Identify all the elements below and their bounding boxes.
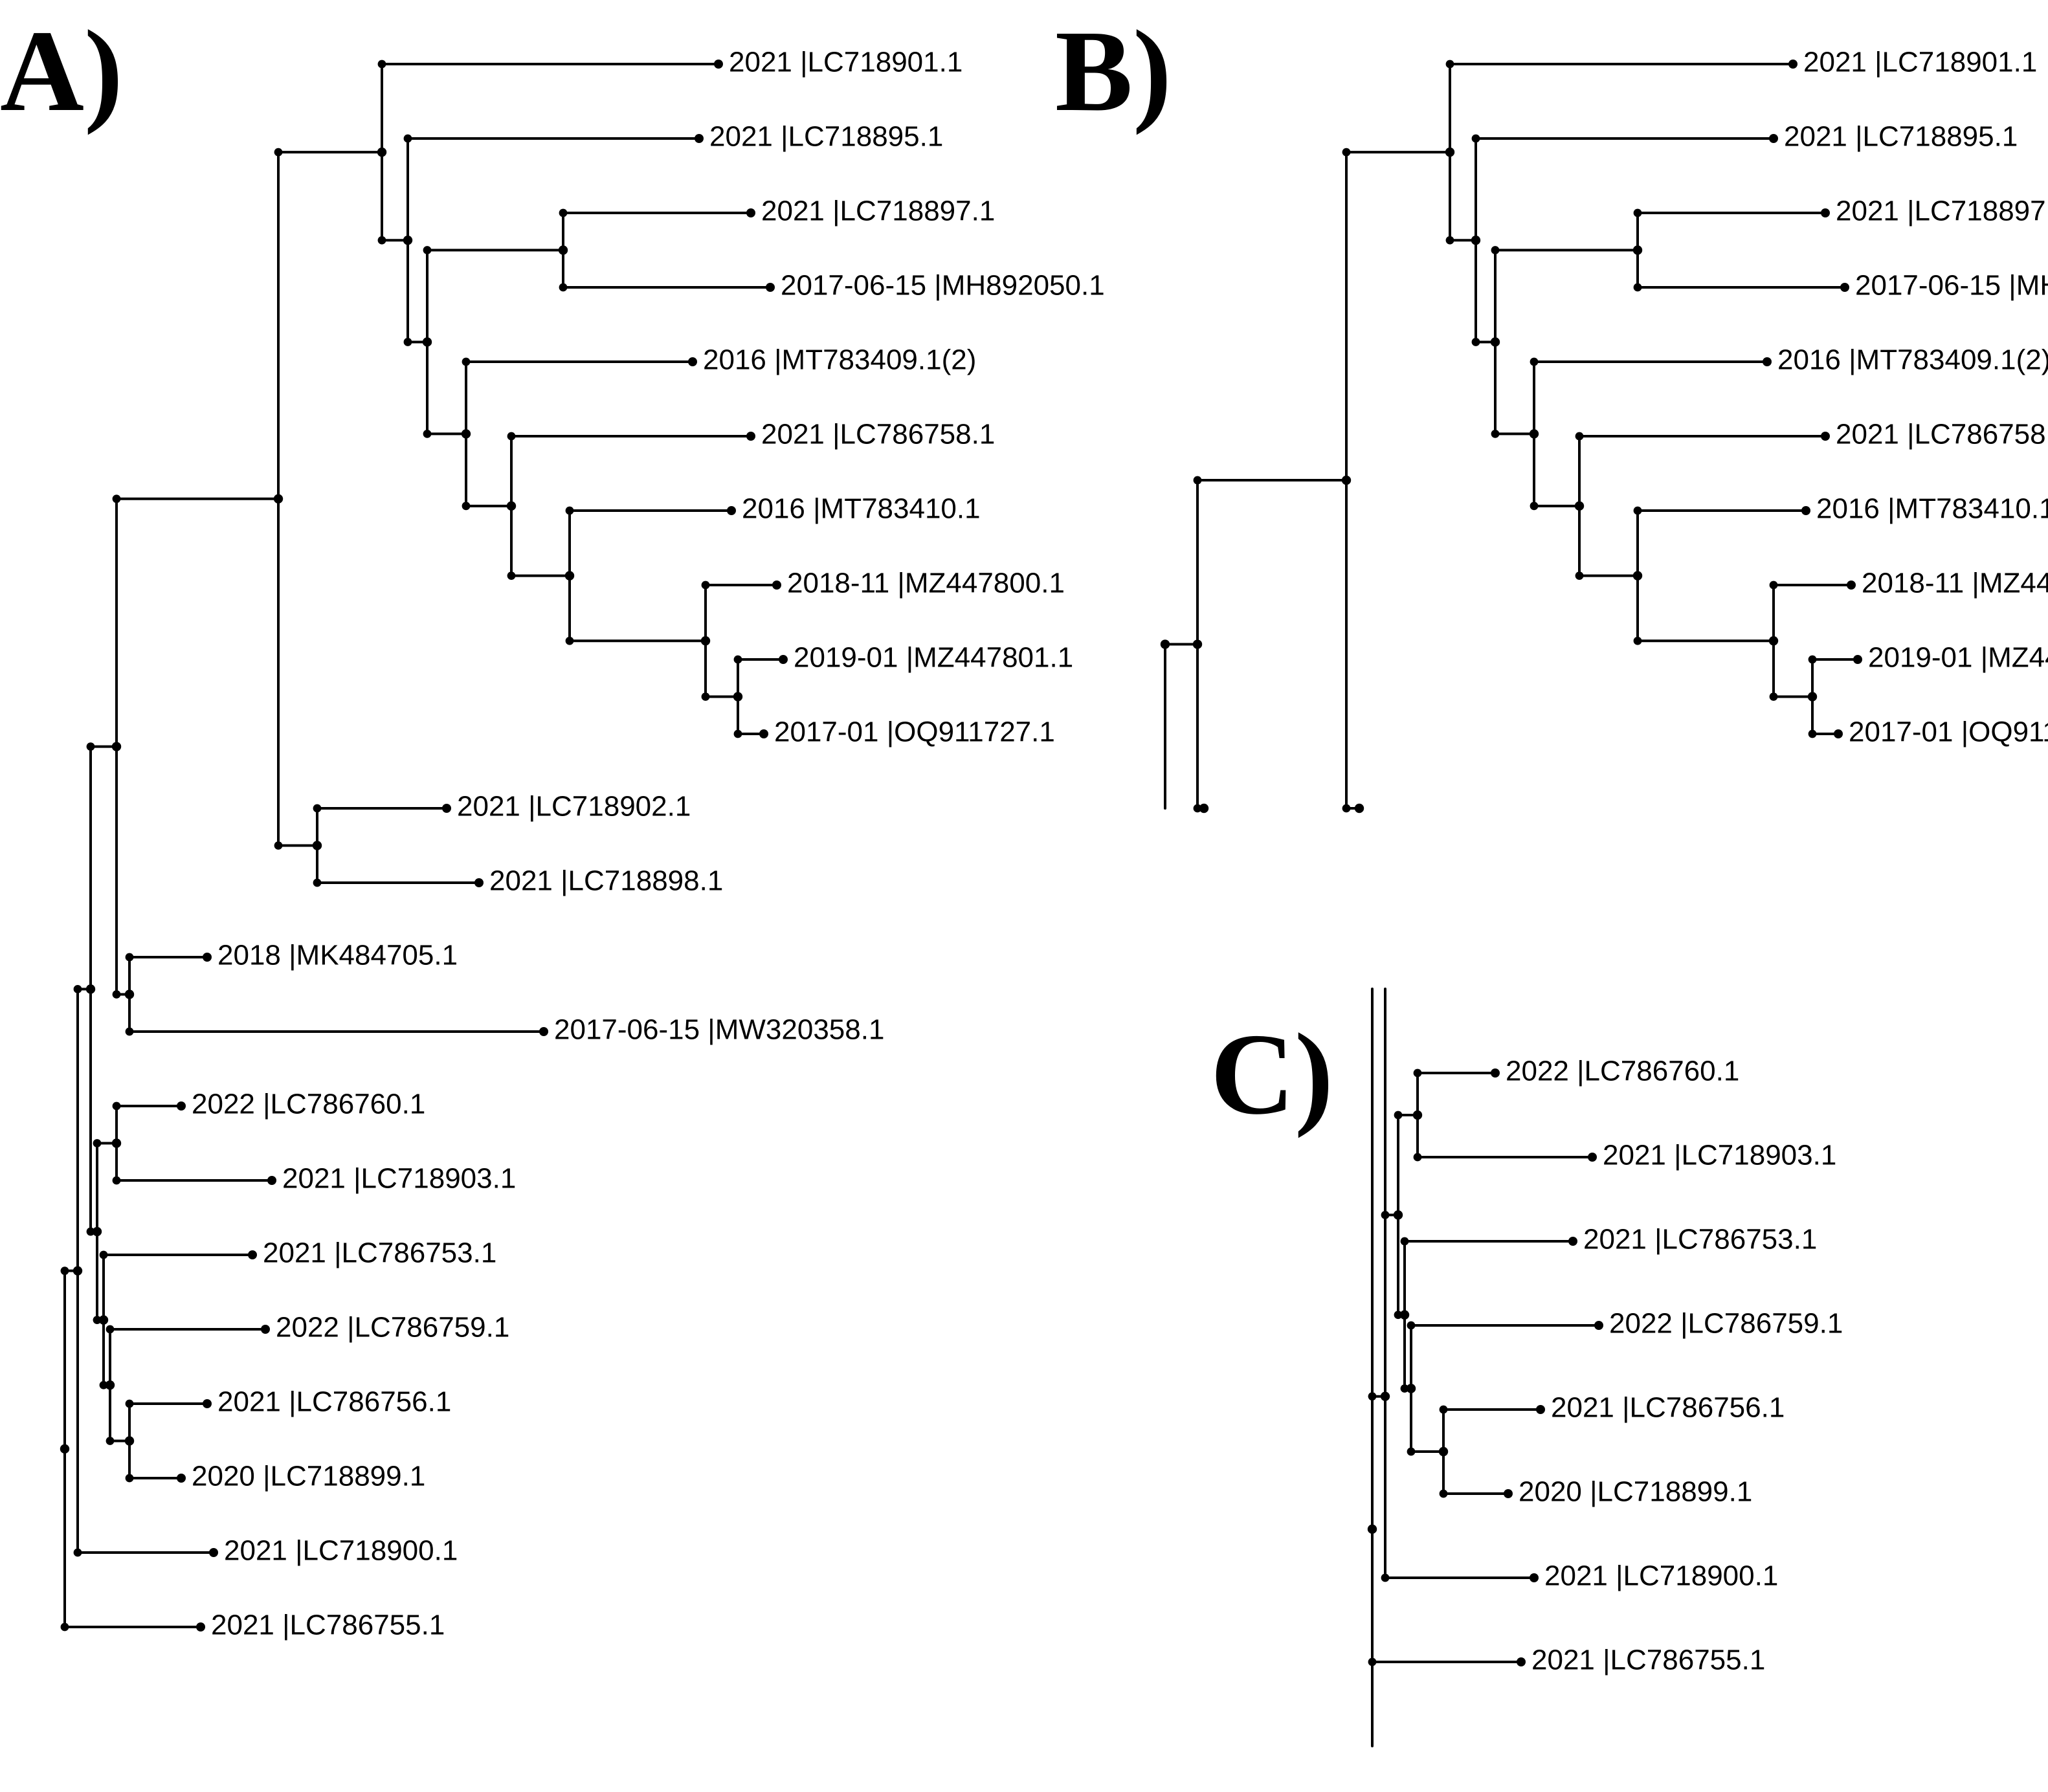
panel-label-C: C) — [1210, 1010, 1333, 1138]
tip-label: 2021 |LC786753.1 — [263, 1237, 496, 1269]
tip-label: 2019-01 |MZ447801.1 — [1868, 642, 2048, 674]
tip-label: 2021 |LC718898.1 — [489, 865, 723, 897]
tip-label: 2022 |LC786760.1 — [1506, 1056, 1739, 1087]
tip-label: 2021 |LC786756.1 — [217, 1386, 451, 1418]
tip-label: 2021 |LC718903.1 — [1603, 1140, 1836, 1171]
tip-label: 2016 |MT783410.1 — [742, 493, 981, 525]
tip-label: 2016 |MT783410.1 — [1816, 493, 2048, 525]
tip-label: 2021 |LC786758.1 — [1836, 419, 2048, 450]
figure-svg: A) 2021 |LC718901.1 2021 |LC718895.1 2021 |… — [0, 0, 2048, 1792]
tip-label: 2016 |MT783409.1(2) — [703, 344, 976, 376]
tip-label: 2021 |LC718895.1 — [709, 121, 943, 153]
tip-label: 2021 |LC718897.1 — [1836, 195, 2048, 227]
tip-label: 2018-11 |MZ447800.1 — [787, 568, 1065, 599]
panel-C: C) 2022 |LC786760.1 2021 |LC718903.1 2021 |… — [1210, 989, 1843, 1746]
panel-label-B: B) — [1055, 6, 1172, 135]
tip-label: 2017-01 |OQ911727.1 — [774, 716, 1055, 748]
tip-label: 2019-01 |MZ447801.1 — [794, 642, 1073, 674]
tip-label: 2021 |LC718902.1 — [457, 791, 691, 823]
tip-label: 2020 |LC718899.1 — [1519, 1476, 1752, 1508]
tip-label: 2021 |LC786758.1 — [761, 419, 995, 450]
tip-label: 2018 |MK484705.1 — [217, 940, 458, 971]
tip-label: 2021 |LC786756.1 — [1551, 1392, 1785, 1424]
tip-label: 2021 |LC786755.1 — [211, 1609, 445, 1641]
panel-B: B) 2021 |LC718901.1 2021 |LC718895.1 2021 |… — [1055, 6, 2048, 813]
tip-label: 2021 |LC718901.1 — [1803, 47, 2037, 78]
tip-label: 2022 |LC786759.1 — [1609, 1308, 1843, 1340]
panel-label-A: A) — [0, 6, 123, 135]
tip-label: 2021 |LC718897.1 — [761, 195, 995, 227]
tip-label: 2021 |LC718900.1 — [224, 1535, 458, 1567]
tip-label: 2021 |LC718895.1 — [1784, 121, 2018, 153]
tip-label: 2020 |LC718899.1 — [192, 1461, 425, 1492]
tip-label: 2021 |LC718903.1 — [282, 1163, 516, 1195]
tip-label: 2017-06-15 |MH892050.1 — [1855, 270, 2048, 302]
tip-label: 2018-11 |MZ447800.1 — [1862, 568, 2048, 599]
tip-label: 2017-06-15 |MW320358.1 — [554, 1014, 884, 1046]
tip-label: 2016 |MT783409.1(2) — [1777, 344, 2048, 376]
panel-A: A) 2021 |LC718901.1 2021 |LC718895.1 2021 |… — [0, 6, 1105, 1641]
tip-label: 2021 |LC786755.1 — [1531, 1644, 1765, 1676]
tip-label: 2017-06-15 |MH892050.1 — [781, 270, 1105, 302]
tip-label: 2021 |LC786753.1 — [1583, 1224, 1817, 1256]
tip-label: 2021 |LC718900.1 — [1544, 1560, 1778, 1592]
tip-label: 2021 |LC718901.1 — [729, 47, 963, 78]
tip-label: 2022 |LC786759.1 — [276, 1312, 509, 1344]
tip-label: 2017-01 |OQ911727.1 — [1849, 716, 2048, 748]
tip-label: 2022 |LC786760.1 — [192, 1089, 425, 1120]
